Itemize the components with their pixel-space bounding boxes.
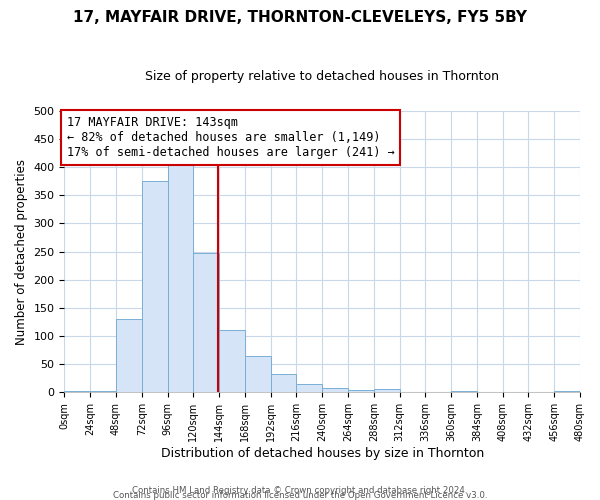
Bar bbox=[451, 391, 477, 392]
Y-axis label: Number of detached properties: Number of detached properties bbox=[15, 158, 28, 344]
Text: 17 MAYFAIR DRIVE: 143sqm
← 82% of detached houses are smaller (1,149)
17% of sem: 17 MAYFAIR DRIVE: 143sqm ← 82% of detach… bbox=[67, 116, 394, 159]
Bar bbox=[322, 388, 348, 392]
Bar bbox=[193, 253, 219, 392]
Text: Contains public sector information licensed under the Open Government Licence v3: Contains public sector information licen… bbox=[113, 491, 487, 500]
Bar bbox=[90, 391, 116, 392]
Bar bbox=[271, 374, 296, 392]
Text: 17, MAYFAIR DRIVE, THORNTON-CLEVELEYS, FY5 5BY: 17, MAYFAIR DRIVE, THORNTON-CLEVELEYS, F… bbox=[73, 10, 527, 25]
X-axis label: Distribution of detached houses by size in Thornton: Distribution of detached houses by size … bbox=[161, 447, 484, 460]
Bar bbox=[142, 181, 167, 392]
Bar bbox=[296, 384, 322, 392]
Bar bbox=[219, 330, 245, 392]
Bar bbox=[374, 388, 400, 392]
Bar bbox=[245, 356, 271, 393]
Bar bbox=[554, 391, 580, 392]
Title: Size of property relative to detached houses in Thornton: Size of property relative to detached ho… bbox=[145, 70, 499, 83]
Bar bbox=[167, 158, 193, 392]
Bar bbox=[116, 319, 142, 392]
Bar bbox=[348, 390, 374, 392]
Text: Contains HM Land Registry data © Crown copyright and database right 2024.: Contains HM Land Registry data © Crown c… bbox=[132, 486, 468, 495]
